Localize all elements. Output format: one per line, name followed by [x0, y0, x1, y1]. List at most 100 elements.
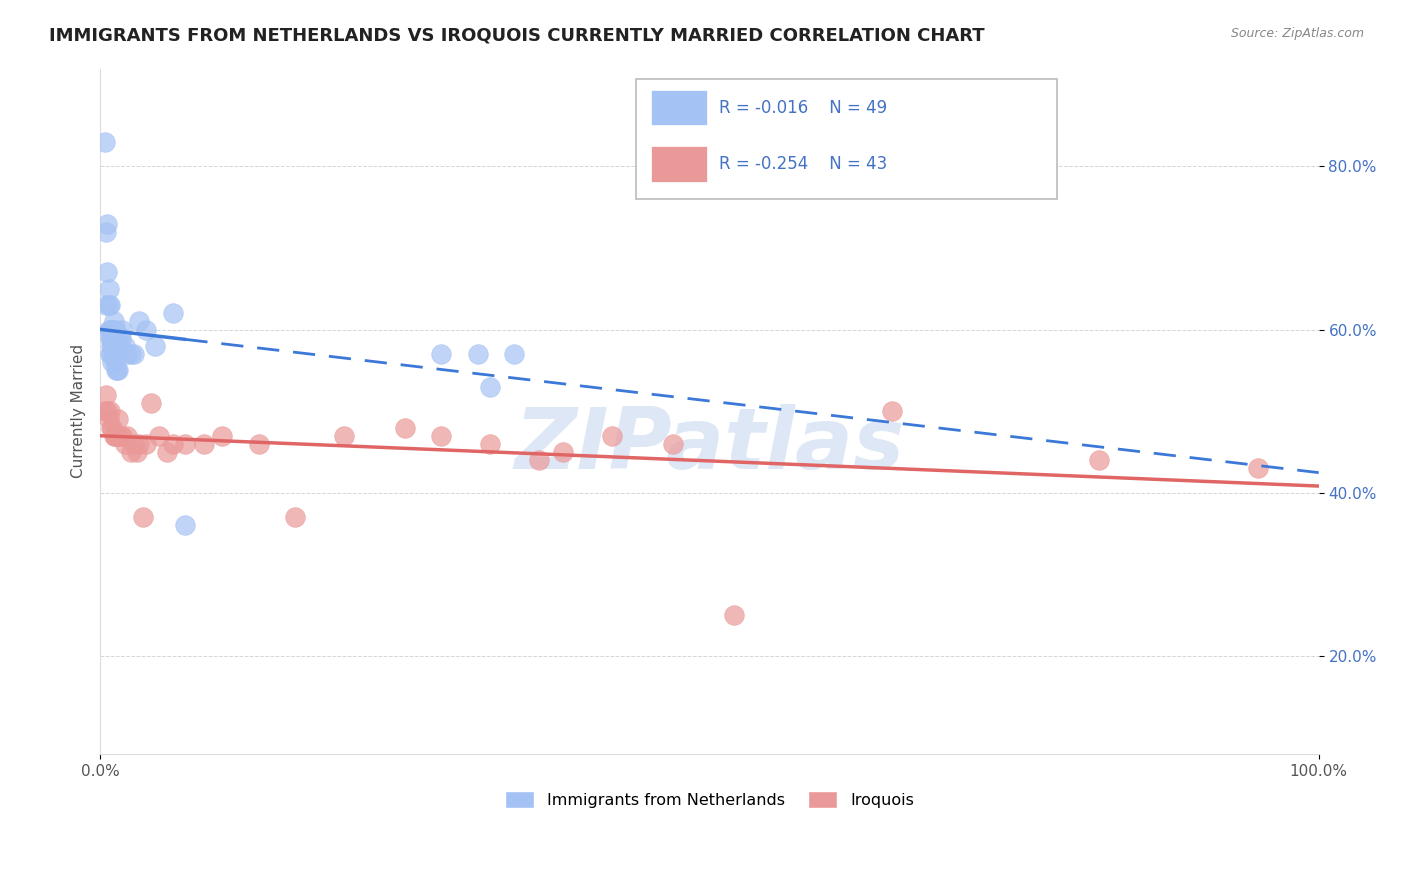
Point	[104, 323, 127, 337]
Point	[104, 428, 127, 442]
Point	[96, 225, 118, 239]
Point	[96, 404, 118, 418]
Point	[110, 331, 132, 345]
Point	[174, 437, 197, 451]
Point	[103, 428, 125, 442]
Text: R = -0.016    N = 49: R = -0.016 N = 49	[720, 99, 887, 117]
FancyBboxPatch shape	[651, 90, 707, 126]
Point	[98, 323, 121, 337]
Point	[96, 388, 118, 402]
Point	[128, 437, 150, 451]
Point	[120, 445, 142, 459]
Point	[97, 412, 120, 426]
Point	[114, 339, 136, 353]
Point	[284, 510, 307, 524]
Point	[467, 347, 489, 361]
Point	[103, 323, 125, 337]
Point	[107, 347, 129, 361]
Point	[174, 518, 197, 533]
Point	[96, 265, 118, 279]
Point	[100, 339, 122, 353]
Point	[101, 331, 124, 345]
Text: Source: ZipAtlas.com: Source: ZipAtlas.com	[1230, 27, 1364, 40]
Point	[100, 331, 122, 345]
Point	[479, 437, 502, 451]
Point	[148, 428, 170, 442]
Point	[101, 420, 124, 434]
Point	[105, 363, 128, 377]
Point	[247, 437, 270, 451]
Text: R = -0.254    N = 43: R = -0.254 N = 43	[720, 155, 887, 173]
Point	[100, 323, 122, 337]
Point	[100, 347, 122, 361]
Point	[723, 608, 745, 623]
Point	[94, 404, 117, 418]
Point	[107, 412, 129, 426]
Point	[211, 428, 233, 442]
Point	[100, 420, 122, 434]
Point	[105, 339, 128, 353]
Point	[135, 323, 157, 337]
Legend: Immigrants from Netherlands, Iroquois: Immigrants from Netherlands, Iroquois	[499, 785, 921, 814]
Point	[527, 453, 550, 467]
Point	[132, 510, 155, 524]
Point	[600, 428, 623, 442]
Point	[156, 445, 179, 459]
Point	[503, 347, 526, 361]
Text: IMMIGRANTS FROM NETHERLANDS VS IROQUOIS CURRENTLY MARRIED CORRELATION CHART: IMMIGRANTS FROM NETHERLANDS VS IROQUOIS …	[49, 27, 984, 45]
Point	[97, 282, 120, 296]
Point	[162, 306, 184, 320]
Point	[122, 437, 145, 451]
Point	[104, 355, 127, 369]
Point	[104, 347, 127, 361]
Point	[107, 363, 129, 377]
Point	[128, 314, 150, 328]
Point	[1247, 461, 1270, 475]
Point	[98, 347, 121, 361]
Point	[103, 347, 125, 361]
Point	[479, 380, 502, 394]
Point	[111, 428, 134, 442]
Point	[96, 298, 118, 312]
FancyBboxPatch shape	[637, 78, 1057, 199]
Point	[108, 339, 131, 353]
Point	[115, 428, 138, 442]
Point	[111, 323, 134, 337]
FancyBboxPatch shape	[651, 146, 707, 182]
Point	[553, 445, 575, 459]
Point	[98, 404, 121, 418]
Point	[96, 217, 118, 231]
Point	[162, 437, 184, 451]
Point	[115, 347, 138, 361]
Point	[122, 347, 145, 361]
Point	[104, 331, 127, 345]
Point	[193, 437, 215, 451]
Point	[108, 428, 131, 442]
Point	[430, 347, 453, 361]
Point	[104, 428, 127, 442]
Point	[430, 428, 453, 442]
Y-axis label: Currently Married: Currently Married	[72, 344, 86, 478]
Point	[120, 347, 142, 361]
Point	[101, 339, 124, 353]
Point	[143, 339, 166, 353]
Point	[394, 420, 416, 434]
Point	[662, 437, 685, 451]
Point	[94, 135, 117, 149]
Point	[104, 339, 127, 353]
Point	[333, 428, 356, 442]
Point	[101, 355, 124, 369]
Point	[97, 298, 120, 312]
Point	[98, 331, 121, 345]
Point	[125, 445, 148, 459]
Point	[114, 437, 136, 451]
Point	[1088, 453, 1111, 467]
Point	[141, 396, 163, 410]
Point	[101, 323, 124, 337]
Point	[104, 363, 127, 377]
Point	[103, 314, 125, 328]
Text: ZIPatlas: ZIPatlas	[515, 404, 904, 487]
Point	[97, 323, 120, 337]
Point	[135, 437, 157, 451]
Point	[98, 298, 121, 312]
